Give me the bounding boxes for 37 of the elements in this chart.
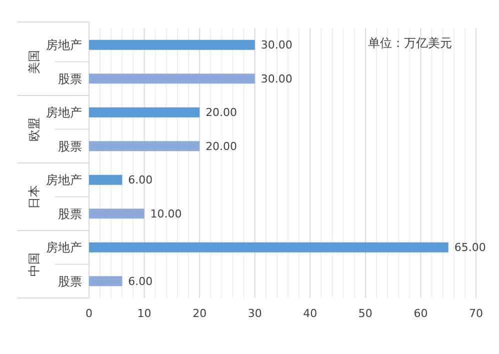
data-label: 30.00 bbox=[260, 72, 292, 86]
y-tick-label: 股票 bbox=[58, 206, 82, 221]
data-label: 10.00 bbox=[150, 207, 182, 220]
annotation: 单位：万亿美元 bbox=[368, 36, 452, 50]
y-tick-label: 股票 bbox=[58, 139, 82, 154]
data-label: 6.00 bbox=[128, 274, 153, 288]
data-label: 65.00 bbox=[454, 241, 486, 254]
bar bbox=[89, 141, 200, 152]
x-tick-label: 30 bbox=[248, 306, 262, 320]
data-label: 6.00 bbox=[128, 174, 153, 187]
x-tick-label: 20 bbox=[192, 306, 207, 320]
x-tick-label: 10 bbox=[137, 306, 152, 320]
data-label: 20.00 bbox=[206, 140, 238, 153]
y-tick-label: 股票 bbox=[58, 274, 82, 288]
y-tick-label: 股票 bbox=[58, 72, 82, 86]
y-tick-label: 房地产 bbox=[46, 173, 82, 188]
bar bbox=[89, 276, 122, 286]
x-tick-label: 50 bbox=[358, 306, 372, 320]
x-tick-label: 0 bbox=[86, 306, 92, 320]
y-tick-label: 房地产 bbox=[46, 106, 82, 120]
bar bbox=[89, 174, 122, 185]
data-label: 30.00 bbox=[260, 38, 292, 52]
text: 美国 bbox=[27, 50, 42, 74]
bar bbox=[89, 74, 255, 84]
text: 中国 bbox=[27, 252, 42, 276]
bar bbox=[89, 107, 200, 118]
bar bbox=[89, 208, 144, 219]
bar bbox=[89, 40, 255, 50]
x-tick-label: 40 bbox=[303, 306, 318, 320]
bar bbox=[89, 242, 448, 252]
y-tick-label: 房地产 bbox=[46, 240, 82, 255]
text: 日本 bbox=[27, 184, 42, 209]
text: 欧盟 bbox=[27, 117, 42, 142]
data-label: 20.00 bbox=[206, 106, 238, 120]
y-tick-label: 房地产 bbox=[46, 38, 82, 52]
x-tick-label: 60 bbox=[414, 306, 428, 320]
x-tick-label: 70 bbox=[469, 306, 483, 320]
